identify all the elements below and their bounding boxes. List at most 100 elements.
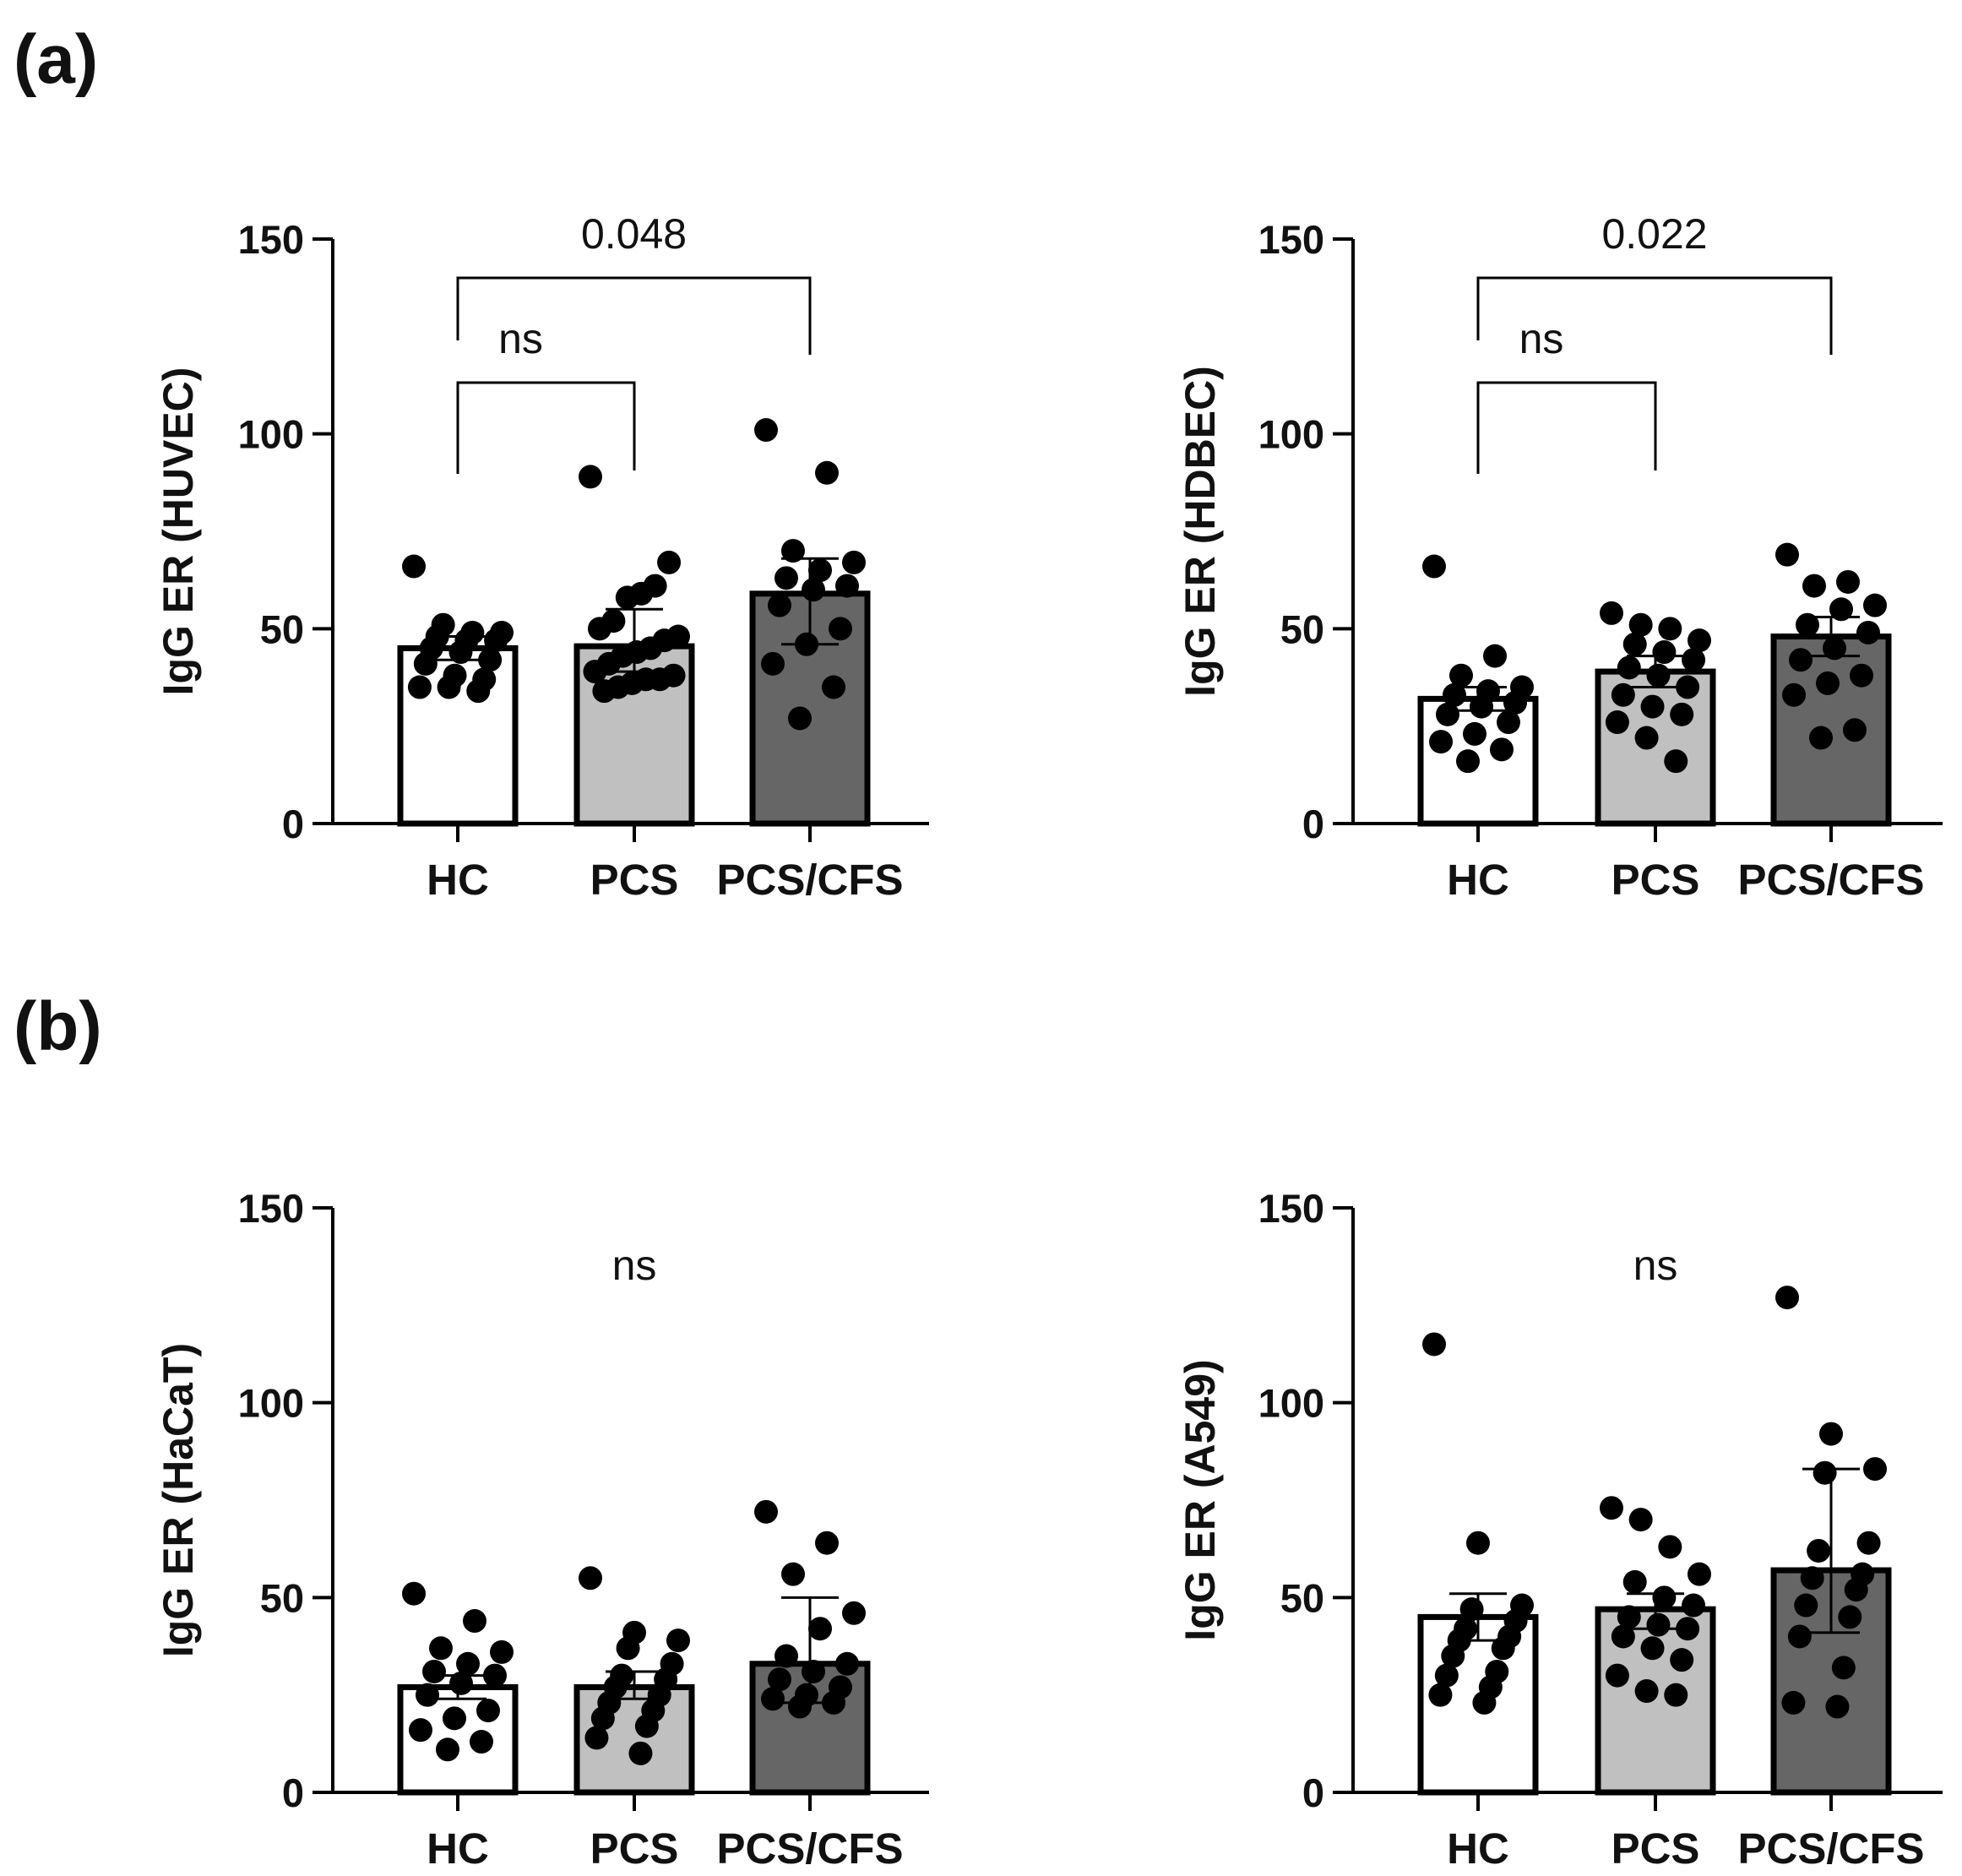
data-point xyxy=(788,1694,812,1719)
data-point xyxy=(402,554,426,579)
data-point xyxy=(1831,1656,1856,1680)
x-category-label: HC xyxy=(1447,1824,1509,1873)
data-point xyxy=(1844,1578,1868,1602)
data-point xyxy=(1428,1683,1453,1707)
data-point xyxy=(443,1706,466,1731)
x-category-label: PCS xyxy=(1611,1824,1700,1873)
significance-bracket xyxy=(456,276,812,355)
chart-2: 0 50 100 150 HC PCS PCS/CFS IgG ER (HDBEC) ns 0.0… xyxy=(1177,210,1943,904)
data-point xyxy=(835,574,859,598)
data-point xyxy=(788,706,812,731)
data-point xyxy=(1466,1531,1490,1555)
chart-3: 0 50 100 150 HC PCS PCS/CFS IgG ER (HaCaT) ns xyxy=(155,1186,929,1873)
significance-label: 0.022 xyxy=(1601,210,1707,258)
data-point xyxy=(463,1609,486,1634)
data-point xyxy=(1781,1690,1806,1715)
data-point xyxy=(1856,620,1880,644)
data-point xyxy=(1449,663,1473,688)
data-point xyxy=(484,628,508,653)
data-point xyxy=(587,617,611,641)
y-tick-label: 0 xyxy=(1302,1770,1324,1815)
data-point xyxy=(1813,1460,1837,1485)
data-point xyxy=(1682,1593,1706,1618)
data-point xyxy=(579,465,602,489)
data-point xyxy=(754,418,778,443)
data-point xyxy=(774,566,798,590)
data-point xyxy=(1836,569,1860,594)
y-tick-label: 150 xyxy=(238,217,304,262)
data-point xyxy=(1652,640,1677,665)
data-point xyxy=(1856,1531,1881,1555)
data-point xyxy=(1491,1636,1515,1661)
data-point xyxy=(628,1741,653,1765)
x-category-label: PCS xyxy=(590,856,679,904)
significance-bracket xyxy=(456,381,636,474)
data-point xyxy=(1676,675,1700,699)
y-tick-label: 100 xyxy=(1258,412,1324,457)
data-point xyxy=(808,558,832,583)
data-point xyxy=(761,1687,785,1711)
data-point xyxy=(1809,726,1833,750)
x-category-label: PCS/CFS xyxy=(716,856,903,904)
data-point xyxy=(1441,1644,1465,1668)
data-point xyxy=(1775,1286,1799,1310)
data-point xyxy=(449,1671,473,1695)
data-point xyxy=(1789,648,1813,672)
data-point xyxy=(448,640,473,665)
data-point xyxy=(490,1639,514,1664)
data-point xyxy=(657,550,682,574)
data-point xyxy=(1825,1694,1850,1719)
data-point xyxy=(1600,601,1623,625)
data-point xyxy=(842,1601,866,1625)
chart-1: 0 50 100 150 HC PCS PCS/CFS IgG ER (HUVEC) ns 0.0… xyxy=(155,210,929,904)
data-point xyxy=(1497,710,1520,735)
data-point xyxy=(842,550,866,574)
y-tick-label: 100 xyxy=(238,1381,304,1426)
data-point xyxy=(1682,648,1706,672)
y-axis-title: IgG ER (HUVEC) xyxy=(155,367,202,696)
data-point xyxy=(1605,1663,1629,1688)
data-point xyxy=(1688,1562,1711,1586)
data-point xyxy=(1863,1457,1887,1482)
data-point xyxy=(754,1499,778,1524)
data-point xyxy=(413,651,438,676)
data-point xyxy=(1436,702,1459,726)
y-axis-title: IgG ER (A549) xyxy=(1177,1359,1224,1640)
data-point xyxy=(1600,1496,1623,1520)
x-category-label: PCS xyxy=(590,1824,679,1873)
y-tick-label: 150 xyxy=(1258,1186,1324,1231)
data-point xyxy=(402,1581,426,1606)
x-category-label: HC xyxy=(427,856,489,904)
data-point xyxy=(1611,1624,1635,1649)
data-point xyxy=(1664,749,1688,774)
data-point xyxy=(429,1636,453,1661)
data-point xyxy=(1652,1585,1677,1610)
data-point xyxy=(666,1629,690,1653)
data-point xyxy=(1670,702,1694,726)
data-point xyxy=(1838,1605,1862,1629)
data-point xyxy=(1483,644,1507,668)
data-point xyxy=(1443,682,1466,707)
panel-label-a: (a) xyxy=(14,21,98,98)
data-point xyxy=(584,1726,609,1750)
data-point xyxy=(1807,1538,1831,1563)
data-point xyxy=(1628,612,1653,637)
data-point xyxy=(1843,718,1867,742)
significance-label: ns xyxy=(1633,1242,1678,1289)
data-point xyxy=(1658,1535,1682,1559)
data-point xyxy=(1463,721,1486,746)
data-point xyxy=(1688,628,1711,653)
y-axis-title: IgG ER (HDBEC) xyxy=(1177,366,1224,697)
data-point xyxy=(808,1617,832,1641)
data-point xyxy=(1646,663,1671,688)
data-point xyxy=(483,1663,507,1688)
data-point xyxy=(1640,1636,1665,1661)
data-point xyxy=(1617,1605,1641,1629)
data-point xyxy=(1622,1569,1647,1594)
data-point xyxy=(835,1651,859,1676)
significance-label: ns xyxy=(498,315,543,362)
data-point xyxy=(1816,671,1840,695)
data-point xyxy=(1622,632,1647,656)
data-point xyxy=(634,1714,659,1738)
data-point xyxy=(590,1706,615,1731)
